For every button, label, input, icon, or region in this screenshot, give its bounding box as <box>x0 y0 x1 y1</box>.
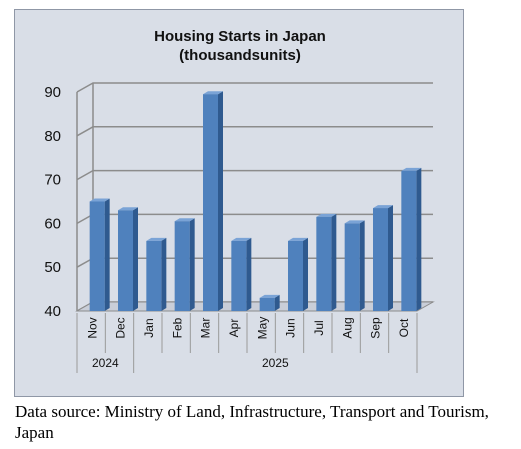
x-tick-label: Aug <box>340 317 354 338</box>
bar-top <box>344 220 365 224</box>
y-tick-label: 70 <box>44 172 61 189</box>
bar-side <box>416 167 422 311</box>
bar-side <box>359 220 365 311</box>
bar <box>203 91 223 311</box>
bar-front <box>401 170 417 311</box>
bar-front <box>288 240 303 311</box>
x-tick-label: Sep <box>369 317 383 339</box>
bar-front <box>89 201 105 311</box>
bar <box>118 207 138 311</box>
bar <box>288 237 308 311</box>
bar-top <box>89 198 110 202</box>
bar-top <box>174 218 195 222</box>
bar <box>316 213 337 311</box>
bar-top <box>288 237 308 241</box>
bar <box>373 205 393 311</box>
x-tick-label: Mar <box>199 318 213 339</box>
bar-side <box>189 218 195 311</box>
x-tick-labels: Nov Dec Jan Feb Mar Apr May Jun Jul Aug Sep Oct <box>76 313 418 353</box>
chart-subtitle: (thousandsunits) <box>179 47 301 64</box>
bar-side <box>388 205 393 311</box>
bar-top <box>203 91 223 95</box>
bar-side <box>303 237 308 311</box>
bar-front <box>316 216 332 311</box>
bar-chart: Housing Starts in Japan (thousandsunits)… <box>44 28 435 373</box>
bar-top <box>118 207 138 211</box>
bar <box>344 220 365 311</box>
bar-front <box>344 223 360 311</box>
chart-title: Housing Starts in Japan <box>154 28 326 45</box>
bar-side <box>218 91 223 311</box>
x-tick-label: Apr <box>227 319 241 338</box>
y-tick-label: 60 <box>44 215 61 232</box>
x-tick-label: Oct <box>397 318 411 337</box>
bar-side <box>133 207 138 311</box>
chart-frame: Housing Starts in Japan (thousandsunits)… <box>14 9 464 397</box>
x-tick-label: Jul <box>312 320 326 335</box>
year-group-label: 2025 <box>262 356 289 370</box>
bar-side <box>246 237 252 311</box>
year-group-labels: 2024 2025 <box>76 353 418 373</box>
x-tick-label: Nov <box>85 317 99 338</box>
year-group-label: 2024 <box>92 356 119 370</box>
data-source-caption: Data source: Ministry of Land, Infrastru… <box>15 402 489 442</box>
gridline <box>76 82 433 93</box>
bar-front <box>203 94 218 311</box>
bar <box>146 237 167 311</box>
x-tick-label: Jun <box>284 318 298 337</box>
bar-front <box>373 208 388 311</box>
bar-top <box>373 205 393 209</box>
y-tick-label: 80 <box>44 128 61 145</box>
bar <box>401 167 422 311</box>
y-tick-label: 90 <box>44 84 61 101</box>
y-tick-label: 40 <box>44 303 61 320</box>
bar-side <box>161 237 167 311</box>
bars <box>89 91 422 311</box>
bar-top <box>231 237 252 241</box>
bar-top <box>146 237 167 241</box>
bar-front <box>231 240 247 311</box>
bar <box>231 237 252 311</box>
bar-front <box>146 240 162 311</box>
bar-top <box>316 213 337 217</box>
x-tick-label: Jan <box>142 318 156 337</box>
x-tick-label: Feb <box>170 317 184 338</box>
y-tick-label: 50 <box>44 259 61 276</box>
bar-front <box>174 221 190 311</box>
bar <box>259 294 280 311</box>
bar-side <box>104 198 110 311</box>
gridline <box>76 169 433 181</box>
bar-side <box>274 294 280 311</box>
bar-front <box>118 210 133 311</box>
bar-top <box>401 167 422 171</box>
bar <box>89 198 110 311</box>
bar-front <box>259 297 275 311</box>
y-tick-labels: 40 50 60 70 80 90 <box>44 84 61 320</box>
gridline <box>76 126 433 137</box>
bar-top <box>259 294 280 298</box>
x-tick-label: May <box>255 317 269 340</box>
bar <box>174 218 195 311</box>
x-tick-label: Dec <box>114 317 128 338</box>
bar-side <box>331 213 337 311</box>
